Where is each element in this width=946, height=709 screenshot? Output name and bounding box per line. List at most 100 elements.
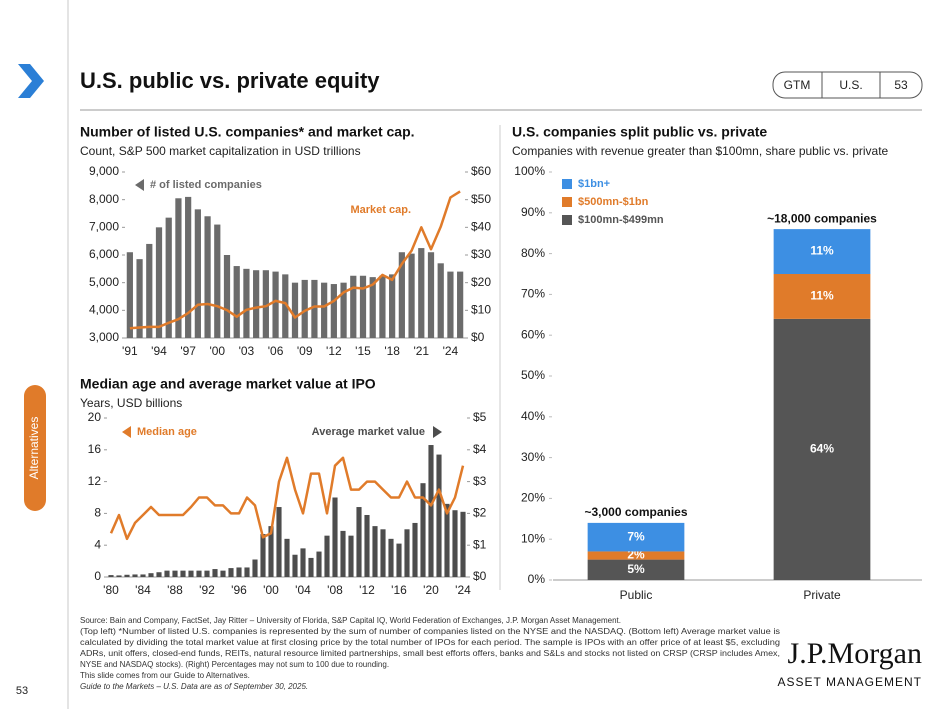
x-tick-label: '03 bbox=[239, 344, 255, 358]
bar bbox=[155, 227, 163, 338]
y-tick-label: 60% bbox=[521, 327, 545, 341]
y2-tick-label: $10 bbox=[471, 303, 491, 317]
tab-frame bbox=[772, 71, 923, 99]
slide-title: U.S. public vs. private equity bbox=[80, 68, 380, 93]
footnote: This slide comes from our Guide to Alter… bbox=[80, 671, 250, 680]
bar-segment bbox=[587, 551, 685, 560]
bar bbox=[282, 274, 289, 338]
y-tick-label: 20 bbox=[88, 410, 102, 424]
bar-segment bbox=[587, 522, 685, 552]
bar bbox=[389, 274, 396, 338]
bar bbox=[243, 268, 250, 338]
legend-swatch bbox=[562, 197, 572, 207]
legend-label: $100mn-$499mn bbox=[578, 214, 664, 226]
bar bbox=[276, 507, 282, 577]
tab: 53 bbox=[894, 78, 908, 92]
bar bbox=[164, 570, 170, 577]
bar-segment bbox=[773, 318, 871, 580]
footnote: ADRs, unit offers, closed-end funds, REI… bbox=[80, 649, 780, 658]
bar bbox=[244, 567, 250, 577]
footnote: NYSE and NASDAQ stocks). (Right) Percent… bbox=[80, 660, 389, 669]
y-tick-label: 10% bbox=[521, 531, 545, 545]
bar bbox=[460, 511, 466, 577]
bar bbox=[136, 259, 143, 338]
legend-swatch bbox=[562, 179, 572, 189]
x-tick-label: '96 bbox=[231, 583, 247, 597]
bar-segment bbox=[773, 274, 871, 319]
footnote: (Top left) *Number of listed U.S. compan… bbox=[80, 627, 780, 636]
x-tick-label: '20 bbox=[423, 583, 439, 597]
bar bbox=[185, 196, 192, 338]
bar bbox=[396, 543, 402, 577]
y2-tick-label: $40 bbox=[471, 220, 491, 234]
x-tick-label: '91 bbox=[122, 344, 138, 358]
arrow-icon bbox=[433, 426, 442, 438]
line bbox=[109, 456, 465, 541]
chart-title: U.S. companies split public vs. private bbox=[512, 124, 767, 140]
series-label: Median age bbox=[137, 426, 197, 438]
y-tick-label: 80% bbox=[521, 246, 545, 260]
x-tick-label: '94 bbox=[151, 344, 167, 358]
chevron-icon bbox=[18, 64, 44, 98]
bar bbox=[372, 526, 378, 577]
bar bbox=[324, 535, 330, 577]
x-tick-label: Private bbox=[803, 588, 841, 602]
y2-tick-label: $20 bbox=[471, 275, 491, 289]
line bbox=[129, 190, 461, 330]
bar bbox=[321, 282, 328, 338]
bar bbox=[228, 568, 234, 577]
x-tick-label: '92 bbox=[199, 583, 215, 597]
y-tick-label: 90% bbox=[521, 205, 545, 219]
bar bbox=[204, 216, 211, 338]
x-tick-label: '08 bbox=[327, 583, 343, 597]
bar bbox=[364, 514, 370, 577]
bar bbox=[379, 275, 386, 338]
bar bbox=[340, 282, 347, 338]
x-tick-label: '12 bbox=[359, 583, 375, 597]
bar bbox=[292, 554, 298, 577]
x-tick-label: '24 bbox=[455, 583, 471, 597]
bar bbox=[252, 559, 258, 577]
bar bbox=[220, 570, 226, 577]
bar bbox=[272, 271, 279, 338]
y-tick-label: 0% bbox=[528, 572, 546, 586]
bar bbox=[223, 255, 231, 338]
series-label: Average market value bbox=[312, 426, 425, 438]
bar bbox=[146, 243, 153, 338]
y-tick-label: 3,000 bbox=[89, 330, 119, 344]
bar bbox=[188, 570, 194, 577]
y-tick-label: 20% bbox=[521, 491, 545, 505]
bar bbox=[253, 270, 260, 338]
bar bbox=[311, 279, 318, 338]
bar bbox=[428, 445, 434, 577]
bar-annotation: ~18,000 companies bbox=[767, 211, 877, 225]
y-tick-label: 16 bbox=[88, 442, 102, 456]
page-number: 53 bbox=[16, 685, 28, 697]
y-tick-label: 0 bbox=[94, 569, 101, 583]
logo-subtitle: ASSET MANAGEMENT bbox=[778, 675, 922, 689]
x-tick-label: '18 bbox=[384, 344, 400, 358]
bar bbox=[388, 538, 394, 577]
data-label: 11% bbox=[810, 289, 834, 303]
bar bbox=[212, 569, 218, 577]
bar bbox=[140, 574, 146, 577]
bar bbox=[300, 548, 306, 577]
bar bbox=[180, 570, 186, 577]
footnote: calculated by dividing the total market … bbox=[80, 638, 780, 647]
bar bbox=[236, 567, 242, 577]
bar bbox=[444, 503, 450, 577]
chart-subtitle: Years, USD billions bbox=[80, 396, 182, 410]
bar bbox=[408, 253, 415, 338]
arrow-icon bbox=[135, 179, 144, 191]
bar bbox=[262, 270, 269, 338]
x-tick-label: Public bbox=[620, 588, 653, 602]
bar bbox=[268, 526, 274, 577]
bar-segment bbox=[587, 559, 685, 580]
tab: GTM bbox=[784, 78, 811, 92]
y2-tick-label: $30 bbox=[471, 247, 491, 261]
arrow-icon bbox=[122, 426, 131, 438]
bar bbox=[350, 275, 357, 338]
bar bbox=[436, 454, 442, 577]
x-tick-label: '24 bbox=[443, 344, 459, 358]
bar bbox=[380, 529, 386, 577]
